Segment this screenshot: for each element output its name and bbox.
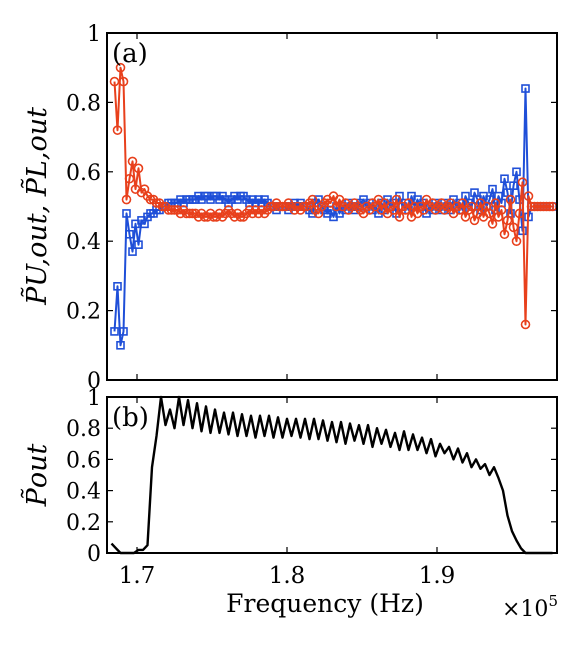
- data-point-upper: [512, 167, 521, 177]
- data-point-lower: [163, 205, 174, 215]
- panel-a-y-axis-label: P̃U,out, P̃L,out: [20, 107, 53, 306]
- panel-b-plot-area: [110, 395, 553, 555]
- y-tick-label: 1: [87, 386, 101, 411]
- data-point-upper: [110, 327, 119, 336]
- data-point-lower: [121, 194, 132, 205]
- data-point-lower: [388, 205, 399, 215]
- data-point-lower: [523, 191, 534, 201]
- data-point-upper: [119, 327, 128, 336]
- data-point-lower: [394, 212, 405, 222]
- data-point-upper: [521, 84, 530, 93]
- data-point-lower: [166, 205, 177, 215]
- y-tick-label: 0.4: [66, 480, 101, 505]
- data-point-upper: [134, 240, 143, 249]
- data-point-lower: [532, 201, 543, 212]
- data-point-lower: [112, 125, 123, 135]
- data-point-upper: [500, 174, 509, 184]
- data-point-lower: [184, 208, 195, 219]
- panel-b-axis-ticks: 0 0.2 0.4 0.6 0.8 1 1.7 1.8 1.9: [66, 386, 557, 589]
- data-point-lower: [511, 236, 522, 246]
- y-tick-label: 0.6: [66, 448, 101, 473]
- y-tick-label: 0.8: [66, 417, 101, 442]
- panel-a-label: (a): [112, 39, 148, 69]
- data-point-upper: [488, 184, 497, 194]
- y-tick-label: 0.8: [66, 91, 101, 116]
- data-point-lower: [181, 208, 192, 219]
- data-point-lower: [490, 198, 501, 208]
- data-point-lower: [487, 219, 498, 229]
- data-point-lower: [502, 215, 513, 226]
- data-point-upper: [125, 229, 134, 239]
- x-axis-label: Frequency (Hz): [226, 589, 424, 618]
- data-point-lower: [520, 319, 531, 330]
- data-point-lower: [118, 76, 129, 87]
- data-point-lower: [544, 201, 555, 212]
- data-point-lower: [529, 201, 540, 212]
- panel-b-y-axis-label: P̃out: [20, 444, 53, 508]
- data-point-lower: [508, 222, 519, 233]
- data-point-lower: [124, 173, 135, 184]
- data-point-lower: [133, 163, 144, 174]
- data-point-lower: [307, 194, 318, 205]
- panel-a-plot-area: [109, 62, 558, 350]
- panel-a-y-ticks: 0 0.2 0.4 0.6 0.8 1: [66, 22, 557, 394]
- panel-a: 0 0.2 0.4 0.6 0.8 1 (a) P̃U,out, P̃L,out: [20, 22, 558, 394]
- data-point-lower: [115, 62, 126, 73]
- data-point-upper: [113, 282, 122, 291]
- data-point-lower: [514, 208, 525, 219]
- data-point-lower: [391, 194, 402, 205]
- data-point-lower: [535, 201, 546, 212]
- x-tick-label: 1.9: [419, 563, 456, 589]
- data-point-lower: [109, 76, 120, 87]
- panel-b-frame: [106, 396, 558, 554]
- y-tick-label: 0.2: [66, 300, 101, 325]
- y-tick-label: 0: [87, 369, 101, 394]
- x-tick-label: 1.7: [119, 563, 156, 589]
- y-tick-label: 0.2: [66, 511, 101, 536]
- data-point-lower: [526, 201, 537, 212]
- data-point-lower: [484, 208, 495, 219]
- data-point-lower: [499, 229, 510, 240]
- y-tick-label: 0.6: [66, 161, 101, 186]
- data-point-lower: [274, 201, 285, 212]
- data-point-lower: [496, 205, 507, 215]
- y-tick-label: 0: [87, 542, 101, 567]
- data-point-upper: [116, 340, 125, 350]
- data-point-lower: [538, 201, 549, 212]
- data-point-lower: [505, 194, 516, 205]
- data-point-lower: [457, 198, 468, 208]
- data-point-lower: [517, 177, 528, 188]
- panel-b: 0 0.2 0.4 0.6 0.8 1 1.7 1.8 1.9 (b) P̃out Freque…: [20, 386, 558, 622]
- data-point-lower: [541, 201, 552, 212]
- data-point-lower: [127, 156, 138, 167]
- x-axis-multiplier: ×105: [502, 592, 558, 622]
- series-line-output: [110, 395, 553, 555]
- panel-b-label: (b): [112, 403, 149, 433]
- data-point-upper: [122, 209, 131, 218]
- data-point-upper: [128, 247, 137, 256]
- y-tick-label: 0.4: [66, 230, 101, 255]
- data-point-upper: [509, 181, 518, 190]
- panel-a-frame: [106, 32, 558, 381]
- data-point-lower: [466, 201, 477, 212]
- x-tick-label: 1.8: [269, 563, 306, 589]
- y-tick-label: 1: [87, 22, 101, 47]
